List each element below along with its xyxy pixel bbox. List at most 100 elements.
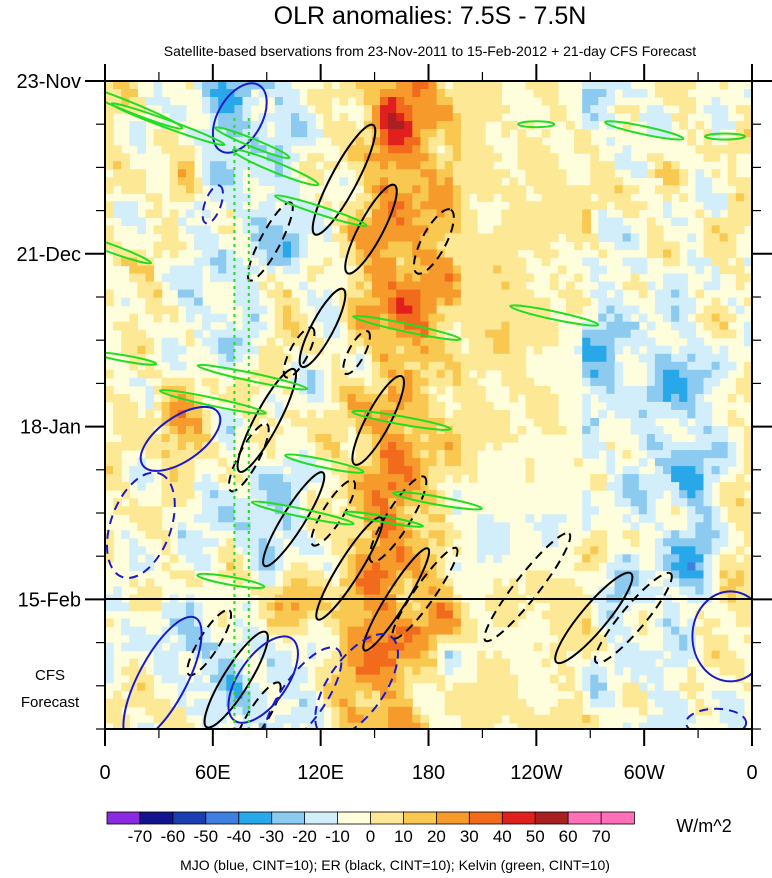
anomaly-cell [444,105,454,114]
anomaly-cell [169,305,179,315]
anomaly-cell [687,305,696,315]
anomaly-cell [452,682,462,692]
anomaly-cell [210,337,219,347]
anomaly-cell [428,626,438,636]
anomaly-cell [404,426,413,435]
anomaly-cell [630,562,640,571]
anomaly-cell [582,105,591,114]
anomaly-cell [137,434,146,443]
anomaly-cell [719,313,729,323]
anomaly-cell [331,650,341,660]
anomaly-cell [436,361,446,371]
anomaly-cell [687,498,696,507]
anomaly-cell [185,313,195,323]
anomaly-cell [282,177,292,186]
anomaly-cell [145,385,155,395]
anomaly-cell [185,602,195,612]
anomaly-cell [388,233,397,242]
anomaly-cell [234,265,244,275]
anomaly-cell [420,321,430,331]
anomaly-cell [355,249,365,259]
anomaly-cell [687,474,696,483]
anomaly-cell [363,682,373,692]
anomaly-cell [541,169,551,178]
anomaly-cell [323,225,333,234]
anomaly-cell [323,81,333,90]
anomaly-cell [679,401,688,411]
anomaly-cell [404,722,413,729]
anomaly-cell [363,434,373,443]
anomaly-cell [727,145,737,154]
anomaly-cell [719,193,729,202]
plot-area [104,80,753,730]
anomaly-cell [169,217,179,226]
anomaly-cell [299,137,308,146]
anomaly-cell [493,602,502,612]
anomaly-cell [436,506,446,515]
anomaly-cell [274,233,284,242]
anomaly-cell [113,161,122,170]
anomaly-cell [307,642,316,652]
anomaly-cell [396,105,405,114]
anomaly-cell [549,177,559,186]
anomaly-cell [396,458,405,467]
anomaly-cell [412,209,421,218]
anomaly-cell [663,562,672,571]
anomaly-cell [566,626,575,636]
anomaly-cell [105,145,114,154]
anomaly-cell [145,722,155,729]
anomaly-cell [460,698,470,708]
anomaly-cell [291,602,300,612]
anomaly-cell [129,546,138,555]
anomaly-cell [169,177,179,186]
anomaly-cell [380,273,389,283]
anomaly-cell [258,353,268,363]
anomaly-cell [735,570,745,579]
anomaly-cell [185,434,195,443]
anomaly-cell [194,538,203,547]
anomaly-cell [444,650,454,660]
anomaly-cell [177,113,187,122]
anomaly-cell [646,225,656,234]
anomaly-cell [606,97,616,106]
anomaly-cell [266,169,276,178]
anomaly-cell [404,249,413,259]
anomaly-cell [250,161,260,170]
anomaly-cell [711,466,721,475]
anomaly-cell [703,434,713,443]
anomaly-cell [428,153,438,162]
anomaly-cell [274,113,284,122]
anomaly-cell [590,634,599,644]
anomaly-cell [266,137,276,146]
anomaly-cell [493,345,502,355]
anomaly-cell [517,353,527,363]
anomaly-cell [121,185,130,194]
anomaly-cell [436,409,446,419]
anomaly-cell [525,578,535,587]
anomaly-cell [291,113,300,122]
anomaly-cell [347,129,357,138]
anomaly-cell [695,570,705,579]
anomaly-cell [436,105,446,114]
anomaly-cell [129,698,138,708]
anomaly-cell [194,450,203,459]
anomaly-cell [493,97,502,106]
anomaly-cell [388,458,397,467]
anomaly-cell [266,393,276,403]
anomaly-cell [388,337,397,347]
anomaly-cell [557,626,567,636]
anomaly-cell [347,121,357,130]
anomaly-cell [412,409,421,419]
anomaly-cell [485,361,494,371]
anomaly-cell [541,97,551,106]
anomaly-cell [509,225,519,234]
anomaly-cell [169,161,179,170]
anomaly-cell [137,281,146,291]
anomaly-cell [347,393,357,403]
anomaly-cell [153,706,163,716]
anomaly-cell [153,642,163,652]
anomaly-cell [177,546,187,555]
anomaly-cell [695,353,705,363]
anomaly-cell [614,345,624,355]
anomaly-cell [477,522,486,531]
